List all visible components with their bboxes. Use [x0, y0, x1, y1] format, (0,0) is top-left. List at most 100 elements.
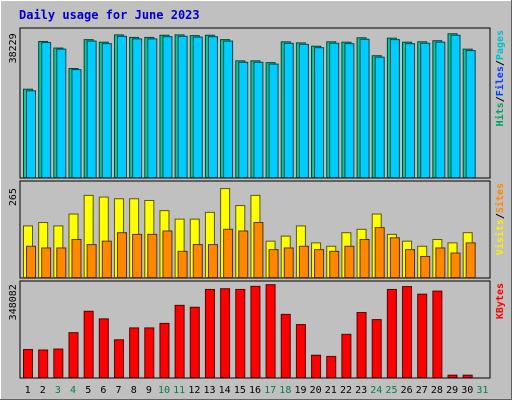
- bar-sites-day-29: [450, 252, 461, 279]
- bar-files-day-5: [86, 40, 97, 178]
- bar-sites-day-17: [268, 249, 279, 279]
- legend-pages: Pages: [495, 30, 506, 60]
- day-label-3: 3: [55, 385, 61, 396]
- day-label-14: 14: [219, 385, 231, 396]
- bar-kbytes-day-29: [447, 374, 458, 378]
- panel-visits-sites: 265 Visits/Sites: [8, 180, 506, 279]
- bar-files-day-26: [405, 43, 416, 179]
- day-label-13: 13: [203, 385, 215, 396]
- bar-sites-day-25: [389, 237, 400, 279]
- bar-sites-day-3: [56, 247, 67, 278]
- bar-kbytes-day-17: [265, 284, 276, 378]
- bar-files-day-20: [314, 47, 325, 178]
- bar-files-day-3: [56, 48, 67, 178]
- bar-kbytes-day-6: [98, 318, 109, 379]
- series-kbytes: [23, 284, 473, 379]
- bar-sites-day-11: [177, 250, 188, 279]
- bar-kbytes-day-5: [83, 310, 94, 379]
- day-label-22: 22: [340, 385, 352, 396]
- day-label-10: 10: [158, 385, 170, 396]
- legend-separator: /: [495, 60, 506, 66]
- day-label-20: 20: [310, 385, 322, 396]
- bar-kbytes-day-24: [371, 319, 382, 379]
- bar-sites-day-13: [207, 244, 218, 278]
- legend-visits: Visits: [494, 219, 506, 255]
- bar-sites-day-14: [223, 228, 234, 279]
- bar-kbytes-day-1: [23, 349, 33, 378]
- bar-kbytes-day-25: [386, 288, 397, 378]
- bar-sites-day-22: [344, 245, 355, 278]
- bar-sites-day-8: [132, 233, 143, 278]
- legend-sites: Sites: [494, 183, 506, 213]
- bar-kbytes-day-16: [250, 285, 261, 379]
- bar-sites-day-19: [298, 245, 309, 278]
- day-axis: 1 2 3 4 5 6 7 8 9 10 11 12 13 14 15 16 17 18 19 20 21 22 23 24 2…: [25, 385, 489, 396]
- day-label-9: 9: [146, 385, 152, 396]
- series-sites: [26, 222, 476, 279]
- bar-files-day-12: [192, 36, 203, 179]
- day-label-2: 2: [40, 385, 46, 396]
- series-files: [26, 34, 476, 179]
- day-label-30: 30: [461, 385, 473, 396]
- day-label-8: 8: [131, 385, 137, 396]
- bar-sites-day-30: [465, 242, 476, 278]
- bar-files-day-21: [329, 42, 340, 178]
- bar-files-day-7: [116, 35, 127, 179]
- bar-files-day-29: [450, 34, 461, 179]
- bar-kbytes-day-7: [113, 339, 124, 379]
- bar-kbytes-day-19: [295, 324, 306, 378]
- day-label-18: 18: [279, 385, 291, 396]
- bar-files-day-24: [374, 56, 385, 178]
- day-label-28: 28: [431, 385, 443, 396]
- bar-kbytes-day-30: [462, 374, 473, 378]
- day-label-7: 7: [116, 385, 122, 396]
- bar-kbytes-day-14: [220, 288, 231, 379]
- bar-files-day-17: [268, 63, 279, 178]
- bar-kbytes-day-26: [402, 286, 413, 378]
- bar-files-day-6: [101, 43, 112, 179]
- day-label-23: 23: [355, 385, 367, 396]
- bar-kbytes-day-10: [159, 322, 170, 378]
- bar-sites-day-12: [192, 244, 203, 278]
- day-label-26: 26: [401, 385, 413, 396]
- bar-files-day-27: [420, 42, 431, 178]
- day-label-11: 11: [173, 385, 185, 396]
- legend-hits: Hits: [494, 102, 506, 126]
- panel-legend: Visits/Sites: [494, 183, 506, 255]
- chart-title: Daily usage for June 2023: [19, 8, 200, 22]
- bar-sites-day-5: [86, 244, 97, 278]
- chart-panels: 38229Hits/Files/Pages265Visits/Sites3480…: [8, 27, 506, 379]
- bar-files-day-11: [177, 35, 188, 179]
- bar-files-day-25: [389, 39, 400, 178]
- bar-files-day-1: [26, 90, 36, 178]
- legend-separator: /: [495, 96, 506, 102]
- bar-files-day-15: [238, 61, 249, 178]
- bar-sites-day-7: [116, 232, 127, 278]
- bar-kbytes-day-27: [417, 293, 428, 378]
- bar-sites-day-20: [314, 249, 325, 279]
- bar-files-day-14: [223, 40, 234, 178]
- bar-sites-day-6: [101, 240, 112, 279]
- day-label-5: 5: [85, 385, 91, 396]
- day-label-16: 16: [249, 385, 261, 396]
- bar-files-day-30: [465, 50, 476, 179]
- day-label-12: 12: [188, 385, 200, 396]
- day-label-25: 25: [385, 385, 397, 396]
- bar-sites-day-4: [71, 238, 82, 279]
- bar-kbytes-day-15: [235, 288, 246, 378]
- bar-files-day-19: [298, 43, 309, 179]
- panel-legend: Hits/Files/Pages: [494, 30, 506, 126]
- bar-files-day-4: [71, 69, 82, 178]
- legend-kbytes: KBytes: [495, 283, 506, 319]
- bar-sites-day-21: [329, 250, 340, 279]
- bar-files-day-16: [253, 61, 264, 178]
- bar-files-day-10: [162, 36, 173, 179]
- bar-sites-day-9: [147, 233, 158, 278]
- bar-sites-day-26: [405, 249, 416, 279]
- bar-kbytes-day-9: [144, 327, 155, 379]
- bar-kbytes-day-21: [326, 355, 337, 379]
- day-label-1: 1: [25, 385, 31, 396]
- bar-files-day-23: [359, 38, 370, 178]
- bar-kbytes-day-13: [204, 288, 215, 378]
